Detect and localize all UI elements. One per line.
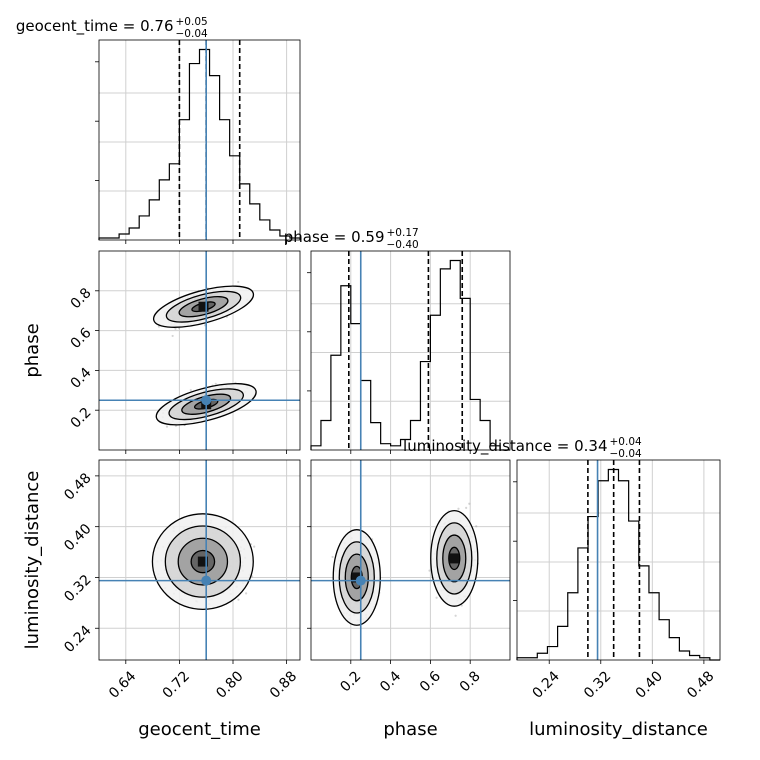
y-tick-label: 0.40 (61, 521, 94, 554)
x-tick-label: 0.88 (267, 668, 300, 701)
sample-point (174, 327, 177, 330)
truth-marker (201, 395, 212, 406)
title-geocent-time: geocent_time = 0.76 +0.05−0.04 (16, 16, 208, 40)
sample-point (165, 425, 169, 428)
y-tick-label: 0.8 (68, 285, 95, 312)
panel-frame (310, 250, 511, 451)
x-tick-label: 0.2 (337, 668, 364, 695)
density-peak (198, 301, 209, 312)
sample-point (253, 545, 256, 548)
panel-content (331, 502, 479, 626)
title-minus: −0.40 (387, 239, 419, 251)
histogram-step (98, 48, 301, 240)
histogram-luminosity-distance (513, 459, 721, 664)
x-tick-label: 0.32 (581, 668, 614, 701)
contour-geocent-time-vs-phase (95, 250, 301, 454)
x-tick-label: 0.6 (417, 668, 444, 695)
x-tick-label: 0.80 (213, 668, 246, 701)
contour-phase-vs-luminosity-distance (307, 459, 511, 664)
panel-frame (98, 459, 301, 661)
y-tick-label: 0.32 (61, 572, 94, 605)
x-tick-label: 0.72 (160, 668, 193, 701)
sample-point (237, 598, 240, 601)
sample-point (237, 280, 240, 284)
density-peak (351, 572, 362, 583)
density-peak (449, 553, 460, 564)
contour-geocent-time-vs-luminosity-distance (95, 459, 301, 664)
x-tick-label: 0.48 (684, 668, 717, 701)
title-minus: −0.04 (610, 448, 642, 460)
x-axis-label: luminosity_distance (529, 719, 708, 740)
panel-frame (516, 459, 721, 661)
sample-point (468, 502, 471, 505)
y-tick-label: 0.48 (61, 470, 94, 503)
sample-point (428, 569, 431, 572)
sample-point (331, 555, 334, 559)
sample-point (245, 592, 248, 595)
x-tick-label: 0.24 (529, 668, 562, 701)
histogram-phase (307, 250, 511, 454)
panel-frame (98, 250, 301, 451)
density-peak (197, 556, 208, 567)
y-axis-label: phase (22, 323, 43, 377)
x-tick-label: 0.40 (633, 668, 666, 701)
sample-point (214, 382, 217, 385)
x-axis-label: phase (383, 719, 437, 740)
sample-point (435, 596, 438, 599)
y-tick-label: 0.6 (68, 325, 95, 352)
x-axis-label: geocent_time (138, 719, 261, 740)
x-tick-label: 0.4 (377, 668, 404, 695)
sample-point (465, 506, 468, 509)
title-text: phase = 0.59 (284, 228, 385, 246)
title-plus: +0.17 (387, 227, 419, 239)
x-tick-label: 0.64 (106, 668, 139, 701)
truth-marker (201, 575, 212, 586)
truth-marker (355, 575, 366, 586)
histogram-step (516, 468, 720, 661)
histogram-geocent-time (95, 39, 301, 244)
histogram-step (310, 259, 510, 451)
panel-frame (98, 39, 301, 241)
title-phase: phase = 0.59 +0.17−0.40 (284, 227, 419, 251)
y-tick-label: 0.2 (68, 405, 95, 432)
y-tick-label: 0.24 (61, 623, 94, 656)
y-axis-label: luminosity_distance (22, 471, 43, 650)
panel-content (151, 513, 256, 611)
title-minus: −0.04 (176, 28, 208, 40)
x-tick-label: 0.8 (457, 668, 484, 695)
title-text: luminosity_distance = 0.34 (403, 437, 607, 456)
panel-frame (310, 459, 511, 661)
sample-point (171, 334, 174, 338)
y-tick-label: 0.4 (68, 365, 95, 392)
sample-point (475, 525, 478, 528)
title-plus: +0.05 (176, 16, 208, 28)
sample-point (457, 507, 460, 510)
title-text: geocent_time = 0.76 (16, 17, 174, 36)
title-plus: +0.04 (610, 436, 642, 448)
title-luminosity-distance: luminosity_distance = 0.34 +0.04−0.04 (403, 436, 642, 460)
sample-point (189, 388, 192, 392)
sample-point (454, 614, 457, 617)
sample-point (460, 604, 463, 607)
